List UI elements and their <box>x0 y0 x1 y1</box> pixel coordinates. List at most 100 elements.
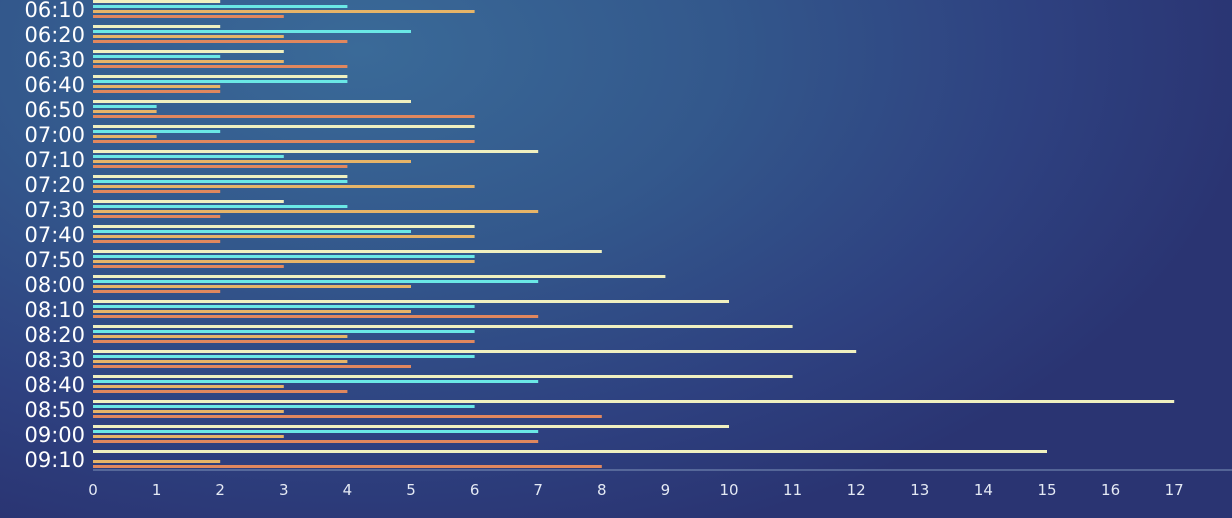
bar-series-3 <box>93 235 475 238</box>
category-label: 06:50 <box>24 98 85 122</box>
bar-series-2 <box>93 205 348 208</box>
bar-series-3 <box>93 360 348 363</box>
x-tick-label: 3 <box>279 481 289 499</box>
bar-series-3 <box>93 335 348 338</box>
bar-series-1 <box>93 375 793 378</box>
bar-series-1 <box>93 225 475 228</box>
bar-series-2 <box>93 180 348 183</box>
bar-series-4 <box>93 115 475 118</box>
bar-series-4 <box>93 340 475 343</box>
bar-series-3 <box>93 310 411 313</box>
x-tick-label: 4 <box>343 481 353 499</box>
bar-series-3 <box>93 10 475 13</box>
bar-series-3 <box>93 60 284 63</box>
x-tick-label: 8 <box>597 481 607 499</box>
category-label: 08:40 <box>24 373 85 397</box>
bar-series-1 <box>93 200 284 203</box>
x-tick-label: 14 <box>974 481 993 499</box>
bar-series-1 <box>93 75 348 78</box>
bar-series-2 <box>93 255 475 258</box>
bar-series-1 <box>93 250 602 253</box>
bar-series-3 <box>93 35 284 38</box>
bar-series-3 <box>93 210 539 213</box>
x-tick-label: 7 <box>533 481 543 499</box>
bar-series-2 <box>93 280 539 283</box>
bar-series-4 <box>93 290 221 293</box>
bar-series-4 <box>93 65 348 68</box>
bar-series-2 <box>93 30 411 33</box>
bar-series-1 <box>93 425 729 428</box>
category-label: 06:30 <box>24 48 85 72</box>
bar-series-1 <box>93 50 284 53</box>
x-tick-label: 17 <box>1165 481 1184 499</box>
bar-series-3 <box>93 260 475 263</box>
bar-series-2 <box>93 5 348 8</box>
bar-series-2 <box>93 430 539 433</box>
bar-series-2 <box>93 155 284 158</box>
bar-series-4 <box>93 165 348 168</box>
category-label: 09:10 <box>24 448 85 472</box>
bar-series-2 <box>93 330 475 333</box>
bar-series-1 <box>93 150 539 153</box>
bar-series-4 <box>93 365 411 368</box>
bar-series-1 <box>93 275 666 278</box>
bar-series-3 <box>93 385 284 388</box>
bar-series-3 <box>93 135 157 138</box>
category-label: 08:10 <box>24 298 85 322</box>
bar-series-3 <box>93 285 411 288</box>
bars-layer <box>93 0 1175 468</box>
category-label: 07:30 <box>24 198 85 222</box>
bar-series-2 <box>93 305 475 308</box>
x-tick-label: 5 <box>406 481 416 499</box>
bar-series-3 <box>93 435 284 438</box>
bar-series-4 <box>93 190 221 193</box>
bar-series-2 <box>93 105 157 108</box>
bar-series-1 <box>93 450 1047 453</box>
bar-series-1 <box>93 325 793 328</box>
bar-series-1 <box>93 175 348 178</box>
category-label: 08:20 <box>24 323 85 347</box>
bar-series-1 <box>93 25 221 28</box>
bar-series-4 <box>93 465 602 468</box>
x-tick-label: 11 <box>783 481 802 499</box>
category-label: 06:40 <box>24 73 85 97</box>
bar-series-3 <box>93 110 157 113</box>
bar-series-4 <box>93 140 475 143</box>
bar-series-4 <box>93 15 284 18</box>
bar-series-4 <box>93 415 602 418</box>
x-tick-label: 0 <box>88 481 98 499</box>
bar-series-3 <box>93 85 221 88</box>
x-tick-label: 13 <box>910 481 929 499</box>
bar-series-4 <box>93 215 221 218</box>
x-tick-label: 1 <box>152 481 162 499</box>
bar-series-1 <box>93 400 1175 403</box>
category-label: 08:50 <box>24 398 85 422</box>
category-label: 07:40 <box>24 223 85 247</box>
category-label: 08:30 <box>24 348 85 372</box>
bar-series-3 <box>93 460 221 463</box>
category-label: 07:00 <box>24 123 85 147</box>
category-label: 07:50 <box>24 248 85 272</box>
bar-series-4 <box>93 240 221 243</box>
x-tick-label: 9 <box>661 481 671 499</box>
x-tick-label: 16 <box>1101 481 1120 499</box>
bar-series-2 <box>93 230 411 233</box>
x-tick-labels: 0 1 2 3 4 5 6 7 8 9 10 11 12 13 14 15 16 17 <box>88 481 1184 499</box>
x-tick-label: 2 <box>215 481 225 499</box>
category-label: 06:20 <box>24 23 85 47</box>
bar-series-4 <box>93 90 221 93</box>
bar-series-1 <box>93 125 475 128</box>
bar-series-2 <box>93 130 221 133</box>
category-labels: 06:1006:2006:3006:4006:5007:0007:1007:20… <box>24 0 85 472</box>
bar-series-3 <box>93 185 475 188</box>
bar-series-3 <box>93 160 411 163</box>
category-label: 09:00 <box>24 423 85 447</box>
bar-series-4 <box>93 390 348 393</box>
x-tick-label: 15 <box>1037 481 1056 499</box>
x-tick-label: 6 <box>470 481 480 499</box>
bar-series-1 <box>93 350 857 353</box>
bar-series-4 <box>93 315 539 318</box>
bar-series-1 <box>93 0 221 3</box>
bar-series-2 <box>93 80 348 83</box>
